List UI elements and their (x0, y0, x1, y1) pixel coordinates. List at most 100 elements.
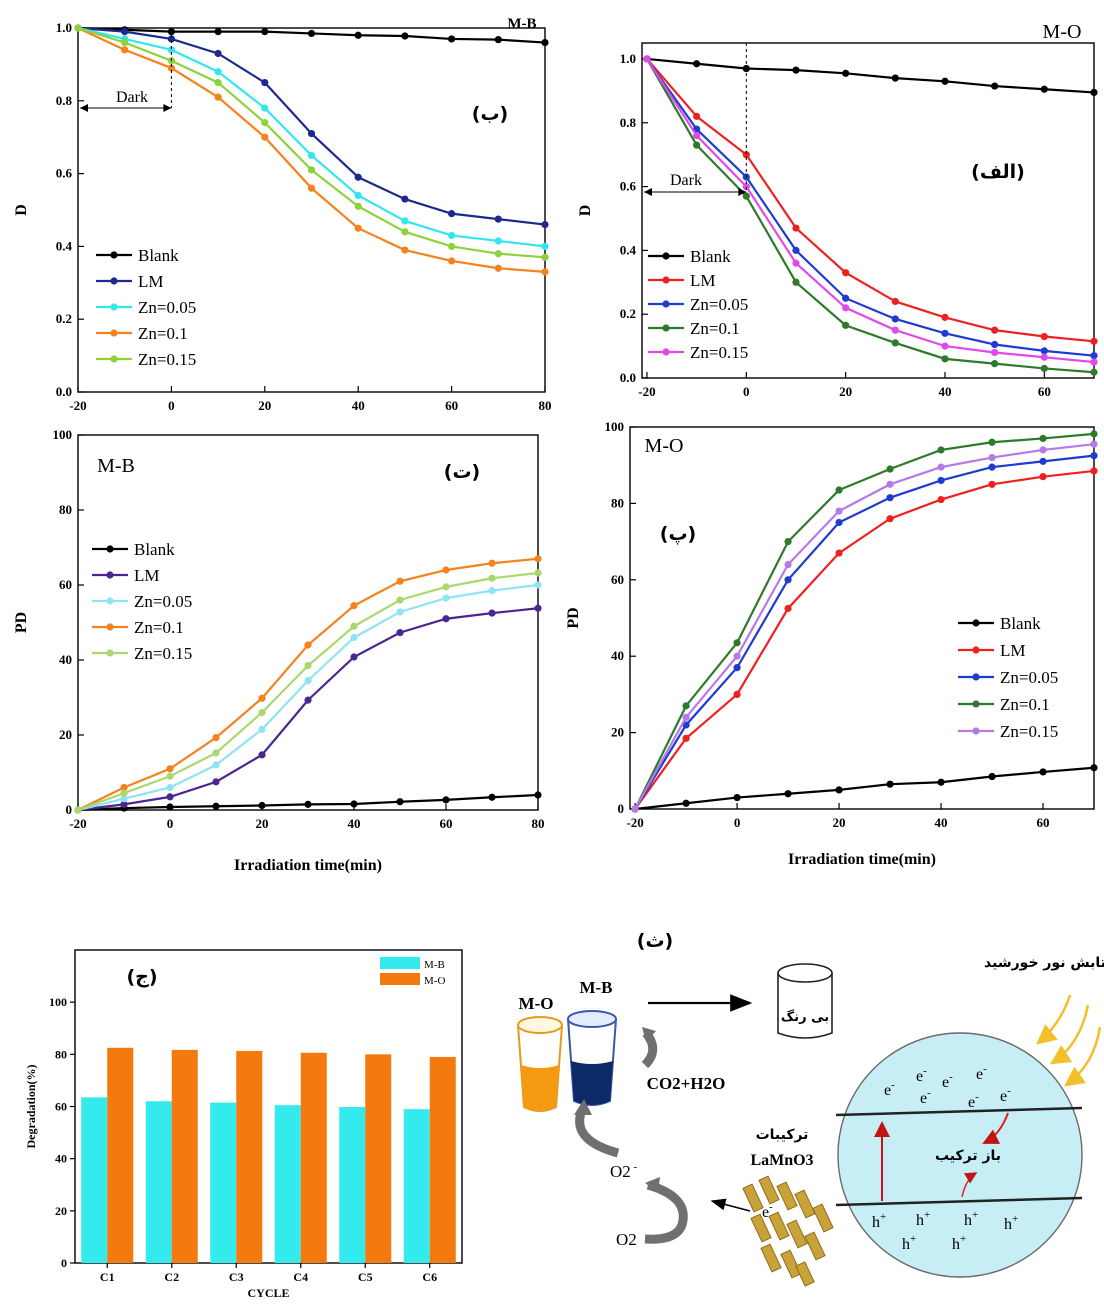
legend-label: Zn=0.1 (134, 618, 184, 637)
data-point (261, 104, 269, 112)
bar-m-o-c1 (107, 1047, 134, 1263)
data-point (261, 79, 269, 87)
y-axis-label: PD (565, 607, 582, 628)
legend-label: LM (134, 566, 160, 585)
bar-m-o-c6 (429, 1056, 456, 1263)
x-tick-label: -20 (638, 384, 655, 399)
data-point (534, 581, 542, 589)
data-point (494, 237, 502, 245)
data-point (988, 438, 996, 446)
data-point (258, 751, 266, 759)
data-point (442, 566, 450, 574)
data-point (121, 46, 129, 54)
data-point (258, 725, 266, 733)
data-point (792, 66, 800, 74)
compounds-label: ترکیبات (756, 1127, 809, 1143)
data-point (354, 173, 362, 181)
mb-label: M-B (579, 978, 612, 997)
data-point (120, 789, 128, 797)
data-point (304, 696, 312, 704)
svg-text:e-: e- (884, 1079, 895, 1099)
hole-4: h (1004, 1216, 1012, 1233)
data-point (488, 609, 496, 617)
electron-3: e (920, 1090, 927, 1107)
legend-marker (662, 276, 670, 284)
data-point (350, 622, 358, 630)
data-point (258, 801, 266, 810)
panel-corner-label: M-O (645, 435, 684, 457)
y-axis-label: Degradation(%) (24, 1065, 38, 1149)
data-point (488, 793, 496, 801)
svg-text:h+: h+ (1004, 1213, 1018, 1233)
sunlight-label: تابش نور خورشید (984, 955, 1104, 971)
data-point (1090, 452, 1098, 460)
data-point (835, 786, 843, 794)
data-point (261, 119, 269, 127)
y-tick-label: 60 (611, 572, 624, 587)
mo-beaker (517, 1016, 563, 1112)
sunlight-rays (1036, 994, 1102, 1087)
data-point (401, 217, 409, 225)
data-point (401, 32, 409, 40)
data-point (401, 228, 409, 236)
plot-frame (77, 434, 539, 811)
data-point (442, 594, 450, 602)
electron-5: e (976, 1066, 983, 1083)
svg-text:h+: h+ (916, 1209, 930, 1229)
svg-text:e-: e- (916, 1065, 927, 1085)
data-point (1039, 768, 1047, 776)
svg-text:h+: h+ (964, 1209, 978, 1229)
data-point (682, 721, 690, 729)
svg-text:e-: e- (976, 1063, 987, 1083)
series-line-lm (634, 469, 1095, 810)
data-point (214, 28, 222, 36)
legend-marker (110, 303, 118, 311)
data-point (488, 559, 496, 567)
data-point (120, 795, 128, 803)
data-point (494, 264, 502, 272)
data-point (396, 596, 404, 604)
data-point (1090, 430, 1098, 438)
electron-4: e (942, 1074, 949, 1091)
svg-text:e-: e- (920, 1087, 931, 1107)
legend-label: Zn=0.05 (1000, 668, 1058, 687)
data-point (1039, 434, 1047, 443)
dark-label: Dark (670, 172, 702, 189)
legend-marker (662, 348, 670, 356)
data-point (733, 639, 741, 647)
data-point (784, 790, 792, 798)
x-tick-label: 20 (256, 816, 269, 831)
dark-arrow-head-right (738, 188, 747, 196)
data-point (350, 800, 358, 808)
legend-marker (972, 700, 980, 708)
legend-label: Blank (138, 246, 179, 265)
data-point (792, 224, 800, 232)
svg-text:h+: h+ (952, 1233, 966, 1253)
electron-on-crystal-e: e (762, 1204, 769, 1221)
y-tick-label: 60 (59, 577, 72, 592)
x-tick-label: 40 (935, 815, 948, 830)
catalyst-formula: LaMnO3 (750, 1152, 813, 1169)
x-tick-label: 40 (352, 398, 365, 413)
series-line-zn-0-1 (77, 27, 546, 273)
electron-on-crystal: e- (762, 1201, 773, 1221)
legend-marker (110, 355, 118, 363)
data-point (886, 480, 894, 488)
x-tick-label: -20 (69, 398, 86, 413)
data-point (886, 515, 894, 523)
panel-corner-label: M-B (97, 455, 135, 477)
legend-marker (662, 300, 670, 308)
data-point (891, 315, 899, 323)
data-point (733, 690, 741, 698)
data-point (307, 166, 316, 174)
catalyst-label: LaMnO3 (750, 1152, 813, 1169)
panel-tag: (الف) (971, 161, 1025, 183)
data-point (1039, 457, 1047, 465)
series-line-blank (646, 57, 1095, 94)
data-point (120, 783, 128, 792)
data-point (937, 495, 945, 504)
data-point (396, 629, 404, 637)
x-axis-label: Irradiation time(min) (788, 851, 936, 868)
y-tick-label: 0 (618, 801, 625, 816)
series-line-zn-0-15 (634, 443, 1095, 810)
